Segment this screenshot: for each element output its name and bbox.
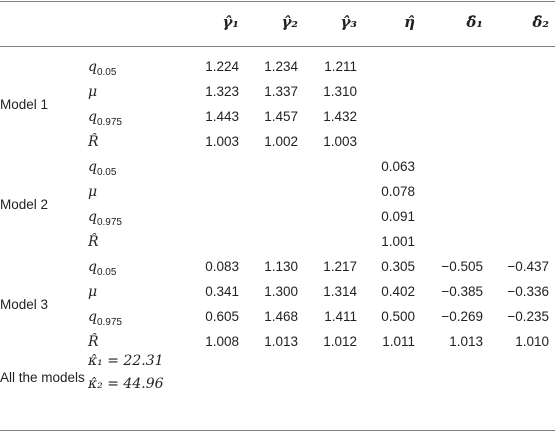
table-cell: 0.500: [381, 309, 415, 324]
stat-label: q0.05: [88, 259, 116, 281]
stat-symbol: q: [88, 159, 97, 175]
stat-subscript: 0.05: [96, 266, 117, 278]
column-header: δ̂₁: [466, 13, 483, 31]
model-label: Model 1: [0, 96, 49, 112]
stat-symbol: q: [88, 109, 97, 125]
table-cell: 1.011: [382, 334, 415, 349]
column-header: γ̂₂: [281, 13, 298, 31]
model-label: Model 3: [0, 296, 49, 312]
stat-symbol: q: [88, 59, 97, 75]
stat-label: R̂: [88, 134, 99, 150]
stat-label: q0.975: [88, 109, 122, 131]
table-cell: 1.013: [264, 334, 298, 349]
table-cell: 1.411: [324, 309, 357, 324]
stat-symbol: q: [88, 259, 97, 275]
table-cell: −0.336: [507, 284, 549, 299]
table-cell: 1.432: [323, 109, 357, 124]
column-header: η̂: [404, 13, 415, 31]
table-cell: 0.078: [381, 184, 415, 199]
table-cell: 0.091: [381, 209, 415, 224]
kappa-value: κ̂₂ = 44.96: [88, 376, 164, 392]
table-cell: 1.008: [205, 334, 239, 349]
header-rule: [0, 46, 555, 47]
stat-subscript: 0.975: [96, 116, 122, 128]
table-cell: 0.605: [205, 309, 239, 324]
stat-symbol: q: [88, 309, 97, 325]
table-cell: 1.130: [264, 259, 298, 274]
stat-symbol: μ: [88, 284, 98, 300]
table-cell: 1.224: [205, 59, 239, 74]
table-cell: 1.003: [205, 134, 239, 149]
table-cell: 1.323: [205, 84, 239, 99]
table-cell: −0.437: [507, 259, 549, 274]
column-header: γ̂₁: [222, 13, 239, 31]
stat-label: q0.05: [88, 159, 116, 181]
stat-subscript: 0.05: [96, 66, 117, 78]
table-cell: 0.402: [381, 284, 415, 299]
table-cell: 1.001: [381, 234, 415, 249]
bottom-rule: [0, 430, 555, 431]
stat-label: q0.05: [88, 59, 116, 81]
stat-symbol: R̂: [88, 334, 99, 350]
stat-label: μ: [88, 184, 97, 200]
table-cell: 1.013: [449, 334, 483, 349]
stat-subscript: 0.975: [96, 216, 122, 228]
table-cell: 1.314: [323, 284, 357, 299]
stat-symbol: q: [88, 209, 97, 225]
table-cell: 1.010: [515, 334, 549, 349]
stat-label: q0.975: [88, 309, 122, 331]
table-cell: 0.305: [381, 259, 415, 274]
stat-symbol: R̂: [88, 234, 99, 250]
table-cell: 1.003: [323, 134, 357, 149]
table-cell: 1.337: [264, 84, 298, 99]
column-header: δ̂₂: [532, 13, 549, 31]
stat-label: μ: [88, 84, 97, 100]
table-cell: 1.468: [264, 309, 298, 324]
table-cell: 1.217: [323, 259, 357, 274]
table-cell: −0.235: [507, 309, 549, 324]
stat-label: μ: [88, 284, 97, 300]
kappa-value: κ̂₁ = 22.31: [88, 353, 164, 369]
table-cell: 1.443: [205, 109, 239, 124]
table-cell: 0.083: [205, 259, 239, 274]
table-cell: 1.012: [323, 334, 357, 349]
table-cell: 1.310: [323, 84, 357, 99]
all-models-label: All the models: [0, 369, 85, 385]
table-cell: 1.211: [324, 59, 357, 74]
table-cell: 1.300: [264, 284, 298, 299]
table-cell: 0.063: [381, 159, 415, 174]
table-cell: 1.002: [264, 134, 298, 149]
stat-symbol: μ: [88, 84, 98, 100]
table-cell: −0.269: [441, 309, 483, 324]
table-cell: 0.341: [205, 284, 239, 299]
stat-subscript: 0.975: [96, 316, 122, 328]
stat-symbol: μ: [88, 184, 98, 200]
table-cell: 1.234: [264, 59, 298, 74]
table-cell: −0.505: [441, 259, 483, 274]
table-cell: −0.385: [441, 284, 483, 299]
stat-label: R̂: [88, 334, 99, 350]
stat-label: q0.975: [88, 209, 122, 231]
stat-label: R̂: [88, 234, 99, 250]
column-header: γ̂₃: [340, 13, 357, 31]
stat-subscript: 0.05: [96, 166, 117, 178]
stat-symbol: R̂: [88, 134, 99, 150]
table-cell: 1.457: [264, 109, 298, 124]
model-label: Model 2: [0, 196, 49, 212]
top-rule: [0, 1, 555, 2]
